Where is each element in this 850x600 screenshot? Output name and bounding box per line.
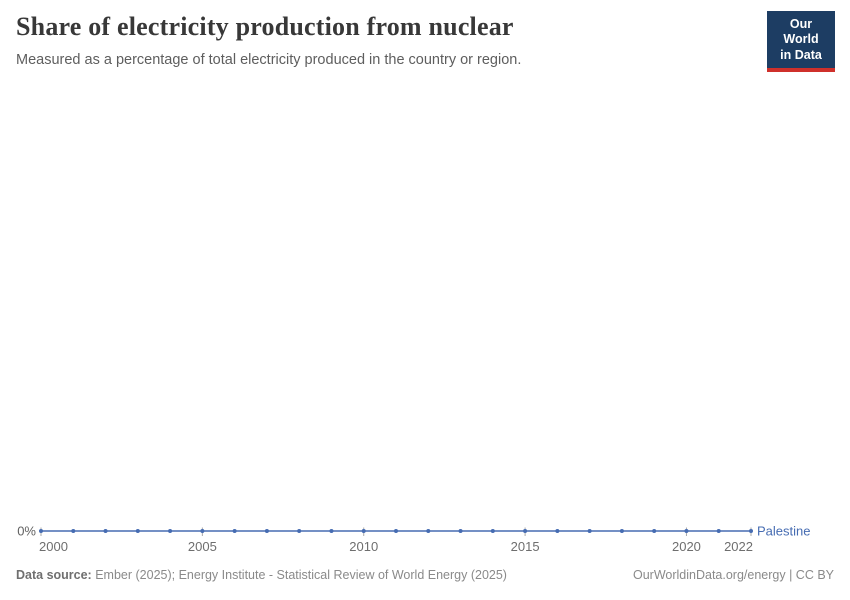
footer-link[interactable]: OurWorldinData.org/energy | CC BY xyxy=(632,568,834,582)
data-point-marker[interactable] xyxy=(135,529,140,533)
y-axis-label: 0% xyxy=(17,524,36,539)
owid-logo[interactable]: Our World in Data xyxy=(767,11,835,72)
data-point-marker[interactable] xyxy=(523,529,528,533)
data-point-marker[interactable] xyxy=(716,529,721,533)
series-label[interactable]: Palestine xyxy=(757,524,810,539)
data-source: Data source: Ember (2025); Energy Instit… xyxy=(16,568,507,582)
chart-title: Share of electricity production from nuc… xyxy=(16,12,514,41)
data-source-label: Data source: xyxy=(16,568,92,582)
data-point-marker[interactable] xyxy=(232,529,237,533)
x-axis-label: 2015 xyxy=(511,539,540,554)
data-point-marker[interactable] xyxy=(103,529,108,533)
owid-logo-line1: Our World xyxy=(783,17,819,47)
x-axis-label: 2000 xyxy=(39,539,68,554)
data-source-text: Ember (2025); Energy Institute - Statist… xyxy=(91,568,507,582)
data-point-marker[interactable] xyxy=(361,529,366,533)
x-axis-label: 2010 xyxy=(349,539,378,554)
data-point-marker[interactable] xyxy=(587,529,592,533)
data-point-marker[interactable] xyxy=(394,529,398,533)
data-point-marker[interactable] xyxy=(329,529,334,533)
data-point-marker[interactable] xyxy=(652,529,657,533)
owid-logo-line2: in Data xyxy=(780,47,822,62)
x-axis-label: 2020 xyxy=(672,539,701,554)
data-point-marker[interactable] xyxy=(458,529,463,533)
data-point-marker[interactable] xyxy=(71,529,76,533)
data-point-marker[interactable] xyxy=(749,529,753,533)
data-point-marker[interactable] xyxy=(684,529,689,533)
data-point-marker[interactable] xyxy=(264,529,269,533)
data-point-marker[interactable] xyxy=(490,529,495,533)
data-point-marker[interactable] xyxy=(297,529,302,533)
data-point-marker[interactable] xyxy=(200,529,205,533)
x-axis-label: 2005 xyxy=(188,539,217,554)
data-point-marker[interactable] xyxy=(555,529,560,533)
x-axis-label: 2022 xyxy=(724,539,753,554)
data-point-marker[interactable] xyxy=(168,529,173,533)
chart-subtitle: Measured as a percentage of total electr… xyxy=(16,52,522,68)
data-point-marker[interactable] xyxy=(619,529,624,533)
data-point-marker[interactable] xyxy=(426,529,431,533)
chart-footer: Data source: Ember (2025); Energy Instit… xyxy=(16,568,834,582)
data-point-marker[interactable] xyxy=(39,529,43,533)
